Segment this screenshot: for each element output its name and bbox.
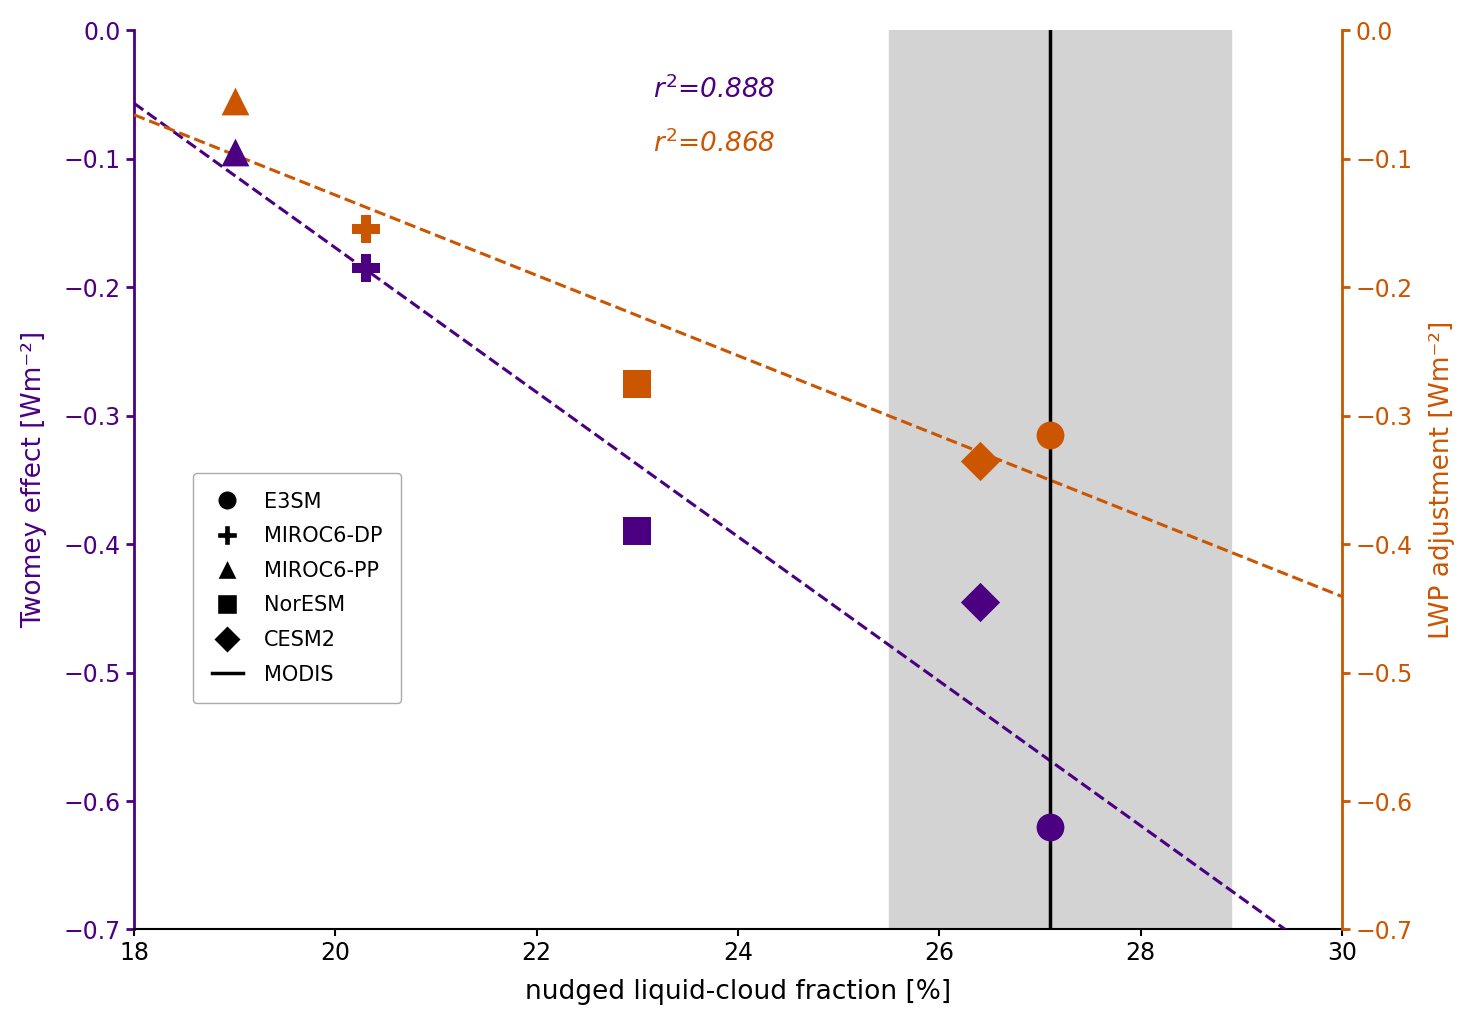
Point bbox=[354, 222, 378, 238]
Point bbox=[223, 144, 246, 160]
Bar bbox=[889, 31, 1231, 930]
Point bbox=[968, 452, 992, 469]
Text: $r^2$=0.868: $r^2$=0.868 bbox=[654, 129, 776, 158]
Y-axis label: Twomey effect [Wm⁻²]: Twomey effect [Wm⁻²] bbox=[21, 331, 47, 629]
X-axis label: nudged liquid-cloud fraction [%]: nudged liquid-cloud fraction [%] bbox=[525, 979, 951, 1005]
Text: $r^2$=0.888: $r^2$=0.888 bbox=[654, 75, 776, 104]
Point bbox=[354, 260, 378, 276]
Point bbox=[1038, 427, 1061, 443]
Point bbox=[1038, 819, 1061, 835]
Point bbox=[626, 376, 649, 392]
Point bbox=[968, 594, 992, 610]
Y-axis label: LWP adjustment [Wm⁻²]: LWP adjustment [Wm⁻²] bbox=[1429, 321, 1455, 639]
Legend: E3SM, MIROC6-DP, MIROC6-PP, NorESM, CESM2, MODIS: E3SM, MIROC6-DP, MIROC6-PP, NorESM, CESM… bbox=[193, 473, 401, 703]
Point bbox=[223, 92, 246, 109]
Point bbox=[626, 523, 649, 540]
